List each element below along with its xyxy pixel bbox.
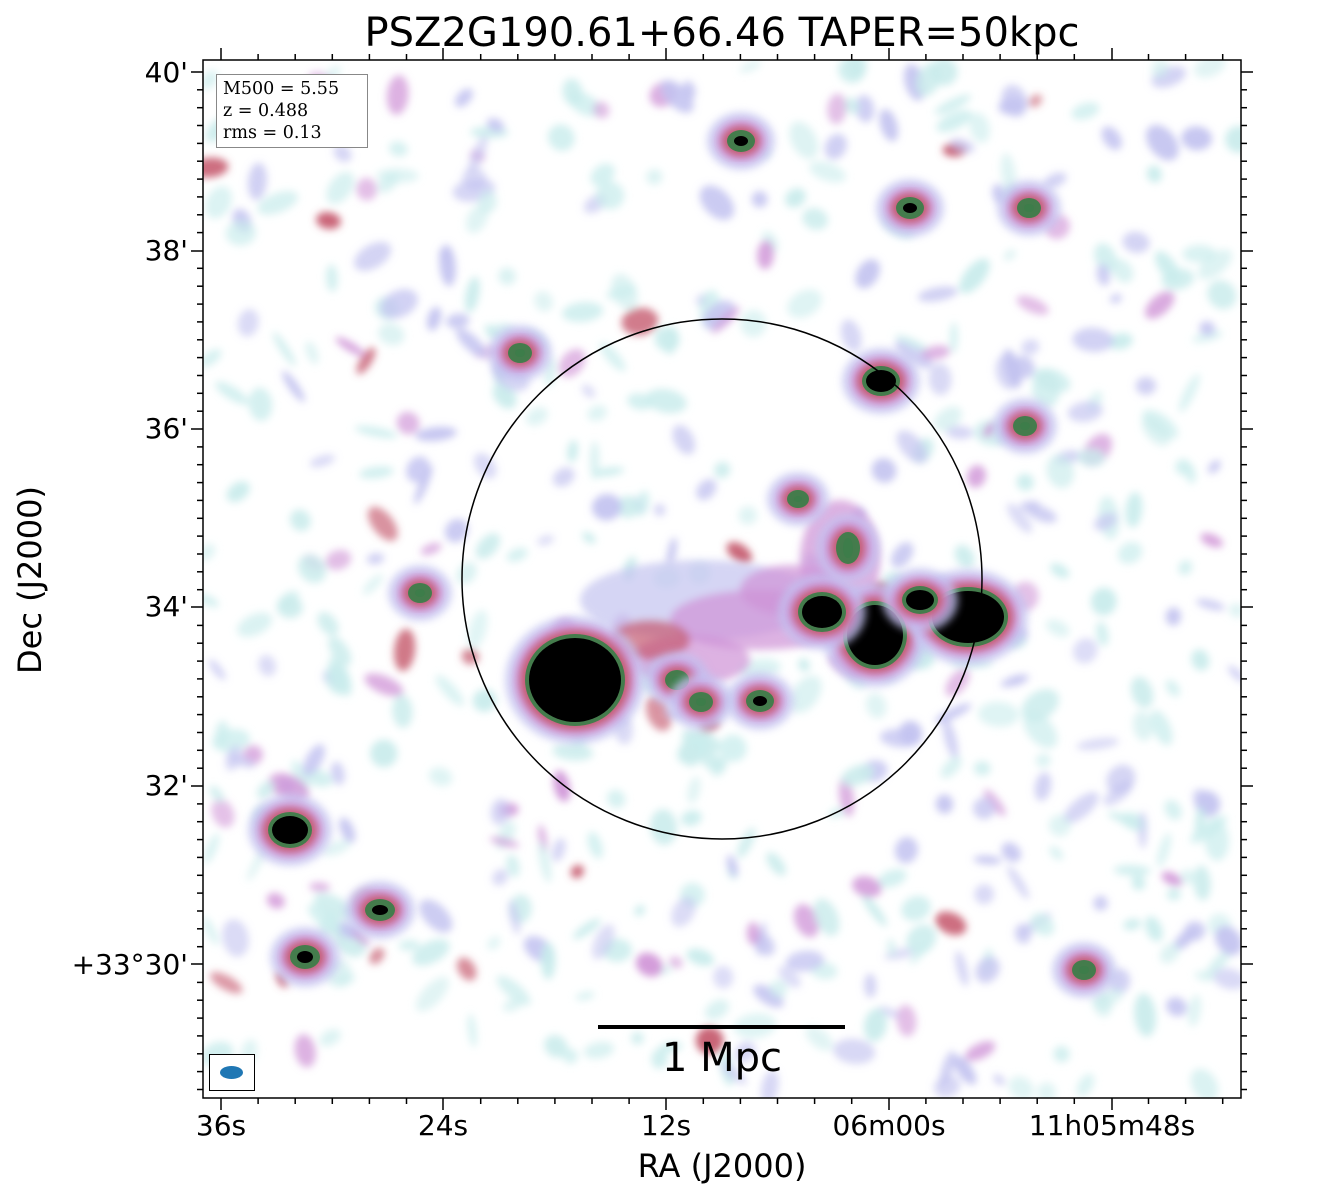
x-tick-label: 36s bbox=[195, 1109, 247, 1142]
beam-ellipse bbox=[220, 1066, 243, 1079]
radio-source bbox=[993, 398, 1057, 454]
radio-source bbox=[669, 674, 733, 730]
y-tick-label: 40' bbox=[144, 56, 188, 89]
radio-source bbox=[997, 180, 1061, 236]
r500-circle bbox=[461, 318, 983, 840]
radio-source bbox=[345, 881, 415, 939]
cluster-info-box: M500 = 5.55 z = 0.488 rms = 0.13 bbox=[216, 74, 368, 148]
axis-ticks bbox=[191, 48, 1253, 1110]
radio-source bbox=[726, 672, 794, 730]
radio-sources bbox=[248, 112, 1116, 998]
radio-source bbox=[248, 794, 332, 866]
plot-frame bbox=[202, 59, 1242, 1099]
radio-source bbox=[816, 514, 880, 582]
x-tick-label: 24s bbox=[417, 1109, 469, 1142]
x-axis-label: RA (J2000) bbox=[637, 1147, 807, 1185]
radio-source bbox=[842, 348, 920, 414]
radio-source bbox=[882, 568, 958, 632]
radio-source bbox=[1052, 942, 1116, 998]
mass-text: M500 = 5.55 bbox=[223, 79, 340, 99]
plot-title: PSZ2G190.61+66.46 TAPER=50kpc bbox=[364, 10, 1080, 56]
y-tick-label: +33°30' bbox=[71, 948, 188, 981]
y-tick-label: 34' bbox=[144, 590, 188, 623]
radio-source bbox=[505, 616, 645, 744]
y-tick-label: 38' bbox=[144, 234, 188, 267]
y-tick-label: 36' bbox=[144, 412, 188, 445]
beam-inset bbox=[209, 1054, 255, 1091]
x-tick-label: 11h05m48s bbox=[1028, 1109, 1196, 1142]
y-tick-label: 32' bbox=[144, 769, 188, 802]
radio-source bbox=[388, 565, 452, 621]
radio-source bbox=[488, 325, 552, 381]
radio-source bbox=[707, 112, 775, 170]
y-axis-label: Dec (J2000) bbox=[11, 486, 49, 674]
x-tick-label: 12s bbox=[640, 1109, 692, 1142]
radio-source bbox=[270, 927, 340, 987]
x-tick-label: 06m00s bbox=[832, 1109, 946, 1142]
radio-source bbox=[778, 574, 866, 650]
radio-source bbox=[876, 179, 944, 237]
rms-text: rms = 0.13 bbox=[223, 123, 322, 143]
scale-bar-label: 1 Mpc bbox=[661, 1035, 783, 1081]
redshift-text: z = 0.488 bbox=[223, 101, 309, 121]
radio-source bbox=[767, 472, 829, 526]
